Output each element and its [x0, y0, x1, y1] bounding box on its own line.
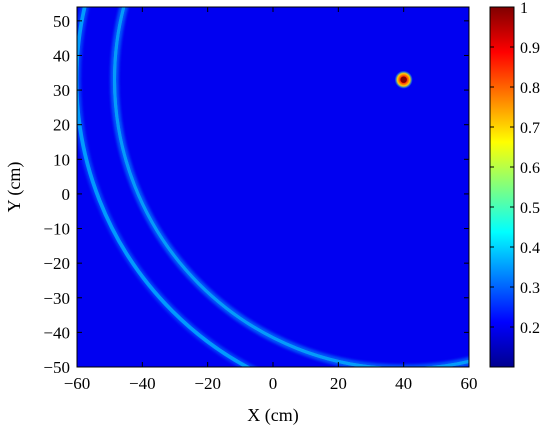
colorbar-tick-label: 0.8	[520, 80, 540, 97]
y-axis-label: Y (cm)	[4, 162, 25, 213]
y-tick-label: 10	[53, 150, 70, 169]
x-tick-label: −60	[64, 374, 91, 393]
x-axis-ticks: −60 −40 −20 0 20 40 60	[64, 7, 478, 393]
peak-marker	[400, 76, 407, 83]
colorbar-ticks: 0.2 0.3 0.4 0.5 0.6 0.7 0.8 0.9 1	[490, 0, 540, 337]
y-tick-label: 30	[53, 81, 70, 100]
x-tick-label: 0	[269, 374, 278, 393]
y-tick-label: 40	[53, 46, 70, 65]
colorbar-tick-label: 0.6	[520, 160, 540, 177]
colorbar: 0.2 0.3 0.4 0.5 0.6 0.7 0.8 0.9 1	[489, 0, 540, 368]
x-tick-label: −40	[129, 374, 156, 393]
colorbar-tick-label: 0.2	[520, 320, 540, 337]
y-tick-label: 50	[53, 12, 70, 31]
y-tick-label: −20	[43, 254, 70, 273]
y-axis-ticks: −50 −40 −30 −20 −10 0 10 20 30 40 50	[43, 12, 469, 377]
y-tick-label: −50	[43, 358, 70, 377]
heatmap-background	[77, 7, 469, 367]
y-tick-label: 20	[53, 116, 70, 135]
peak-layer	[394, 70, 413, 89]
y-tick-label: 0	[62, 185, 71, 204]
arc-layer	[77, 7, 469, 367]
y-tick-label: −30	[43, 289, 70, 308]
x-axis-label: X (cm)	[247, 405, 298, 426]
colorbar-tick-label: 0.5	[520, 200, 540, 217]
colorbar-tick-label: 0.9	[520, 40, 540, 57]
x-tick-label: 60	[461, 374, 478, 393]
x-tick-label: 40	[395, 374, 412, 393]
colorbar-tick-label: 0.7	[520, 120, 540, 137]
arc-4	[113, 7, 469, 367]
colorbar-tick-label: 0.3	[520, 280, 540, 297]
colorbar-tick-label: 1	[520, 0, 528, 17]
colorbar-gradient	[489, 6, 515, 368]
y-tick-label: −10	[43, 220, 70, 239]
colorbar-tick-label: 0.4	[520, 240, 540, 257]
x-tick-label: 20	[330, 374, 347, 393]
x-tick-label: −20	[194, 374, 221, 393]
y-tick-label: −40	[43, 323, 70, 342]
plot-area	[76, 6, 470, 368]
